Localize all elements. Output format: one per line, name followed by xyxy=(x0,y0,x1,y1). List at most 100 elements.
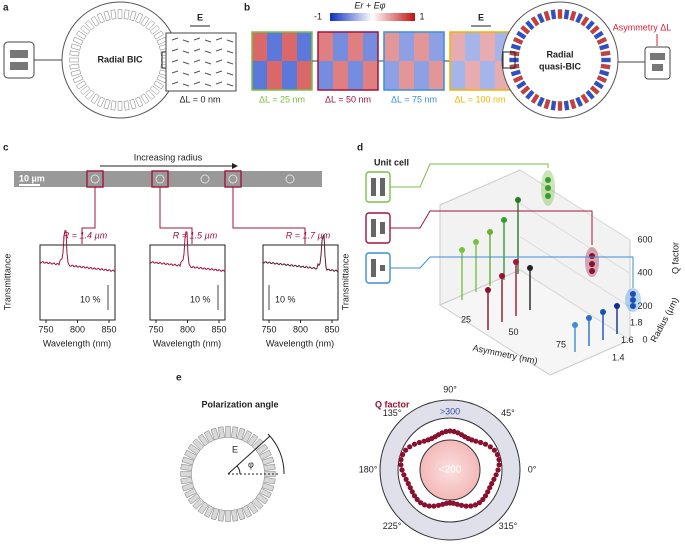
spectrum xyxy=(39,229,116,273)
pillar xyxy=(520,85,531,95)
map-blue xyxy=(363,32,378,61)
arrow xyxy=(193,59,201,63)
q-point xyxy=(473,438,479,444)
pillar xyxy=(543,10,551,21)
pillar xyxy=(242,505,253,518)
pillar xyxy=(135,12,144,24)
x-tick-label: 750 xyxy=(261,324,276,334)
q-point xyxy=(494,452,500,458)
cluster-point xyxy=(630,303,636,309)
spectra: R = 1.4 µm 10 % 750 800 850 Wavelength (nm) R … xyxy=(38,170,340,348)
map-blue xyxy=(480,61,495,90)
cluster-point xyxy=(630,297,636,303)
stem-head xyxy=(459,247,465,253)
cluster-point xyxy=(545,185,551,191)
q-point xyxy=(414,496,420,503)
pillar xyxy=(242,430,253,443)
q-point xyxy=(482,493,489,499)
arrow-head xyxy=(232,163,238,169)
q-point xyxy=(416,439,422,446)
pillar xyxy=(149,85,160,95)
right-title: Q factor xyxy=(375,399,410,409)
q-point xyxy=(411,441,418,447)
pillar xyxy=(76,80,87,90)
pillar xyxy=(96,96,105,108)
angle-arc xyxy=(236,465,241,475)
pillar xyxy=(180,477,193,485)
arrow xyxy=(226,50,234,54)
q-point xyxy=(493,472,499,478)
angle-label: φ xyxy=(248,459,254,469)
pillar xyxy=(599,69,610,77)
q-point xyxy=(435,502,442,508)
grid-line xyxy=(519,202,631,274)
pillar xyxy=(600,50,611,57)
x-tick-label: 50 xyxy=(508,327,518,337)
field-label: E xyxy=(478,12,484,22)
map-blue xyxy=(318,61,333,90)
scale-label: 10 % xyxy=(275,294,296,304)
pillar xyxy=(225,426,231,438)
panel-label: a xyxy=(3,3,9,14)
pillar xyxy=(510,69,521,77)
pillar xyxy=(153,30,164,40)
angle-label: 225° xyxy=(383,521,402,531)
cluster-point xyxy=(545,193,551,199)
q-point xyxy=(425,437,431,443)
pillar xyxy=(197,433,209,447)
angle-label: 0° xyxy=(528,464,537,474)
arrow xyxy=(182,72,190,76)
delta-label: ΔL = 0 nm xyxy=(180,94,221,104)
pillar xyxy=(96,12,105,24)
pillar xyxy=(192,497,205,510)
pillar xyxy=(580,93,590,104)
colorbar-min: -1 xyxy=(314,11,322,21)
pillar xyxy=(236,507,246,521)
stem-head xyxy=(515,197,521,203)
field-label: E xyxy=(197,12,203,22)
left-title: Polarization angle xyxy=(201,399,278,409)
arrow xyxy=(226,39,234,43)
pillar xyxy=(557,9,563,19)
pillar xyxy=(251,497,264,510)
q-point xyxy=(405,481,411,487)
x-tick-label: 850 xyxy=(211,324,226,334)
link xyxy=(390,210,593,245)
q-point xyxy=(431,503,437,509)
q-point xyxy=(454,501,460,507)
pillar xyxy=(259,488,272,499)
pillar xyxy=(550,9,557,20)
pillar xyxy=(593,80,604,90)
colorbar xyxy=(330,13,415,21)
polar-inner xyxy=(419,439,481,501)
pillar xyxy=(580,16,590,27)
arrow xyxy=(204,72,212,76)
cluster-point xyxy=(589,261,595,267)
pillar xyxy=(255,493,269,505)
q-point xyxy=(403,447,409,453)
grid-line xyxy=(519,269,631,341)
ring xyxy=(501,1,619,119)
pillar xyxy=(217,509,225,522)
stem-head xyxy=(501,217,507,223)
pillar xyxy=(530,16,540,27)
pillar xyxy=(650,53,665,60)
pillar xyxy=(69,50,80,57)
pillar xyxy=(575,96,584,108)
pillar xyxy=(236,427,246,441)
stem-head xyxy=(487,229,493,235)
angle-label: 270° xyxy=(441,544,460,546)
plot-frame xyxy=(39,244,116,321)
e-vector xyxy=(227,435,271,475)
pillar xyxy=(197,501,209,515)
pillar xyxy=(217,426,225,439)
q-point xyxy=(491,476,497,482)
pillar xyxy=(259,449,272,460)
arrow xyxy=(193,81,201,85)
link xyxy=(159,187,193,244)
map-red xyxy=(399,61,414,90)
pillar xyxy=(516,30,527,40)
map-blue xyxy=(333,32,348,61)
arrow xyxy=(226,72,234,76)
